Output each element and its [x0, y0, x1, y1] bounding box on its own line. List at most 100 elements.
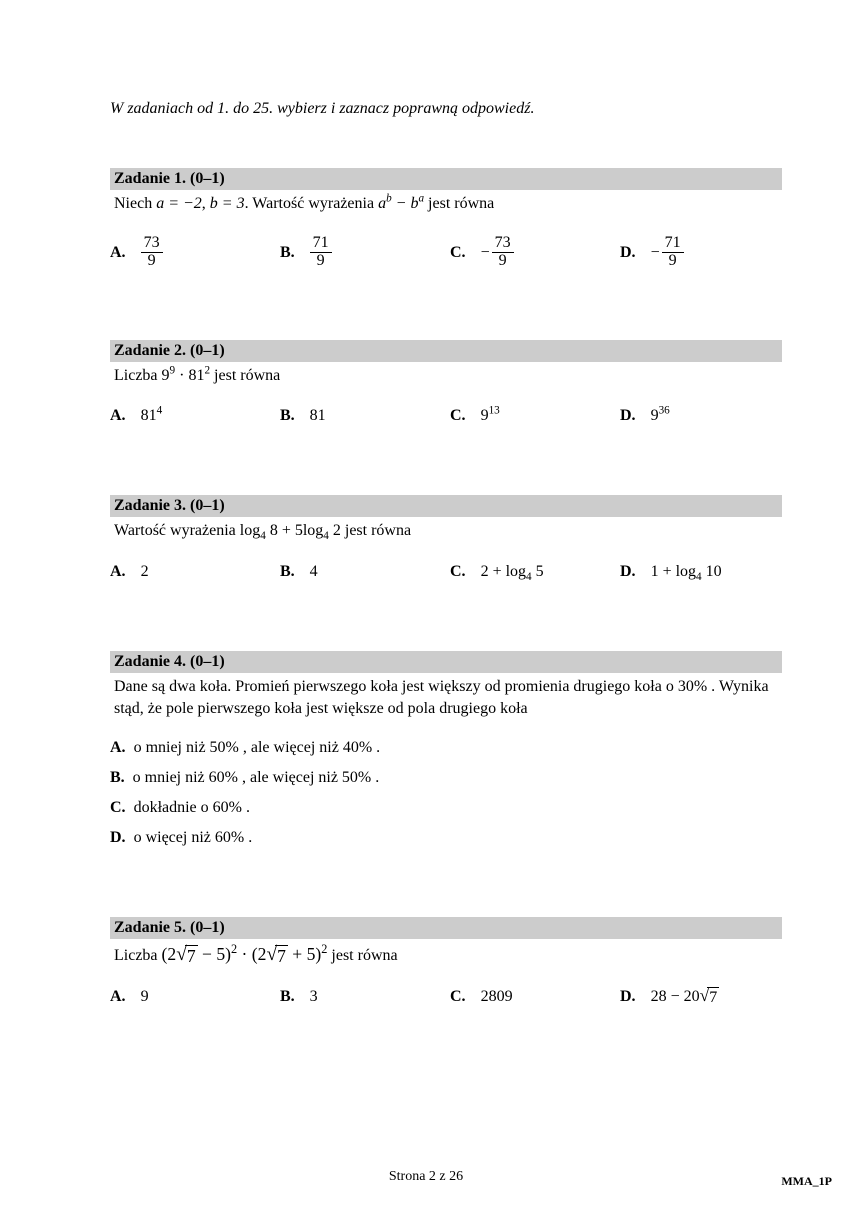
- answer-d[interactable]: D. 28 − 20√7: [620, 987, 770, 1007]
- task-2-answers: A. 814 B. 81 C. 913 D. 936: [110, 407, 782, 425]
- fraction: 719: [310, 235, 332, 270]
- answer-a[interactable]: A. 814: [110, 407, 280, 425]
- answer-c[interactable]: C. 2809: [450, 987, 620, 1007]
- value: 1 + log4 10: [651, 563, 722, 581]
- text: Liczba: [114, 947, 162, 964]
- answer-a[interactable]: A. 9: [110, 987, 280, 1007]
- text: jest równa: [327, 947, 397, 964]
- task-5-answers: A. 9 B. 3 C. 2809 D. 28 − 20√7: [110, 987, 782, 1007]
- task-1-header: Zadanie 1. (0–1): [110, 168, 782, 190]
- text: Niech: [114, 195, 156, 212]
- answer-b[interactable]: B. 4: [280, 563, 450, 581]
- answer-c[interactable]: C. dokładnie o 60% .: [110, 799, 782, 817]
- task-1: Zadanie 1. (0–1) Niech a = −2, b = 3. Wa…: [110, 168, 782, 270]
- answer-label: C.: [450, 988, 466, 1006]
- answer-label: C.: [450, 563, 466, 581]
- task-4: Zadanie 4. (0–1) Dane są dwa koła. Promi…: [110, 651, 782, 847]
- task-3-body: Wartość wyrażenia log4 8 + 5log4 2 jest …: [110, 520, 782, 542]
- text: jest równa: [341, 522, 411, 539]
- text: Liczba: [114, 367, 162, 384]
- answer-c[interactable]: C. 2 + log4 5: [450, 563, 620, 581]
- task-1-body: Niech a = −2, b = 3. Wartość wyrażenia a…: [110, 193, 782, 215]
- answer-b[interactable]: B. 81: [280, 407, 450, 425]
- answer-label: B.: [280, 563, 295, 581]
- value: 28 − 20√7: [651, 987, 720, 1007]
- task-5-body: Liczba (2√7 − 5)2 · (2√7 + 5)2 jest równ…: [110, 942, 782, 967]
- answer-label: B.: [110, 769, 125, 786]
- value: 814: [141, 407, 163, 425]
- task-4-answers: A. o mniej niż 50% , ale więcej niż 40% …: [110, 739, 782, 847]
- neg-fraction: −719: [651, 235, 684, 270]
- answer-label: C.: [450, 244, 466, 262]
- answer-c[interactable]: C. 913: [450, 407, 620, 425]
- answer-label: D.: [620, 563, 636, 581]
- value: 9: [141, 988, 149, 1006]
- value: 2 + log4 5: [481, 563, 544, 581]
- task-2: Zadanie 2. (0–1) Liczba 99 · 812 jest ró…: [110, 340, 782, 425]
- task-2-header: Zadanie 2. (0–1): [110, 340, 782, 362]
- value: o mniej niż 50% , ale więcej niż 40% .: [134, 739, 381, 756]
- answer-label: B.: [280, 407, 295, 425]
- answer-d[interactable]: D. 936: [620, 407, 770, 425]
- value: dokładnie o 60% .: [134, 799, 250, 816]
- task-3: Zadanie 3. (0–1) Wartość wyrażenia log4 …: [110, 495, 782, 580]
- neg-fraction: −739: [481, 235, 514, 270]
- answer-d[interactable]: D. 1 + log4 10: [620, 563, 770, 581]
- math: log4 8 + 5log4 2: [240, 522, 341, 539]
- math: (2√7 − 5)2 · (2√7 + 5)2: [162, 944, 328, 964]
- text: ,: [202, 195, 210, 212]
- text: . Wartość wyrażenia: [245, 195, 378, 212]
- task-5: Zadanie 5. (0–1) Liczba (2√7 − 5)2 · (2√…: [110, 917, 782, 1008]
- page: W zadaniach od 1. do 25. wybierz i zazna…: [0, 0, 852, 1097]
- math: a = −2: [156, 195, 202, 212]
- text: jest równa: [424, 195, 494, 212]
- math: ab − ba: [378, 195, 424, 212]
- text: Wartość wyrażenia: [114, 522, 240, 539]
- value: o więcej niż 60% .: [134, 829, 253, 846]
- value: 2809: [481, 988, 513, 1006]
- task-5-header: Zadanie 5. (0–1): [110, 917, 782, 939]
- answer-label: D.: [620, 988, 636, 1006]
- task-4-header: Zadanie 4. (0–1): [110, 651, 782, 673]
- footer-page-number: Strona 2 z 26: [0, 1169, 852, 1185]
- answer-label: A.: [110, 407, 126, 425]
- task-3-header: Zadanie 3. (0–1): [110, 495, 782, 517]
- task-3-answers: A. 2 B. 4 C. 2 + log4 5 D. 1 + log4 10: [110, 563, 782, 581]
- answer-c[interactable]: C. −739: [450, 235, 620, 270]
- answer-b[interactable]: B. 719: [280, 235, 450, 270]
- answer-label: D.: [620, 407, 636, 425]
- answer-label: B.: [280, 988, 295, 1006]
- answer-label: B.: [280, 244, 295, 262]
- text: jest równa: [210, 367, 280, 384]
- task-2-body: Liczba 99 · 812 jest równa: [110, 365, 782, 387]
- answer-label: D.: [110, 829, 126, 846]
- answer-label: D.: [620, 244, 636, 262]
- answer-label: A.: [110, 244, 126, 262]
- math: 99 · 812: [162, 367, 211, 384]
- value: 913: [481, 407, 500, 425]
- task-4-body: Dane są dwa koła. Promień pierwszego koł…: [110, 676, 782, 721]
- footer-exam-code: MMA_1P: [781, 1174, 832, 1189]
- value: 4: [310, 563, 318, 581]
- answer-label: A.: [110, 739, 126, 756]
- answer-label: A.: [110, 988, 126, 1006]
- answer-label: A.: [110, 563, 126, 581]
- answer-b[interactable]: B. o mniej niż 60% , ale więcej niż 50% …: [110, 769, 782, 787]
- value: 2: [141, 563, 149, 581]
- value: 81: [310, 407, 326, 425]
- answer-a[interactable]: A. 2: [110, 563, 280, 581]
- answer-a[interactable]: A. 739: [110, 235, 280, 270]
- fraction: 739: [141, 235, 163, 270]
- value: 3: [310, 988, 318, 1006]
- answer-d[interactable]: D. o więcej niż 60% .: [110, 829, 782, 847]
- value: o mniej niż 60% , ale więcej niż 50% .: [133, 769, 380, 786]
- answer-label: C.: [110, 799, 126, 816]
- task-1-answers: A. 739 B. 719 C. −739 D. −719: [110, 235, 782, 270]
- answer-label: C.: [450, 407, 466, 425]
- answer-a[interactable]: A. o mniej niż 50% , ale więcej niż 40% …: [110, 739, 782, 757]
- answer-d[interactable]: D. −719: [620, 235, 770, 270]
- math: b = 3: [210, 195, 245, 212]
- answer-b[interactable]: B. 3: [280, 987, 450, 1007]
- value: 936: [651, 407, 670, 425]
- instruction-text: W zadaniach od 1. do 25. wybierz i zazna…: [110, 100, 782, 118]
